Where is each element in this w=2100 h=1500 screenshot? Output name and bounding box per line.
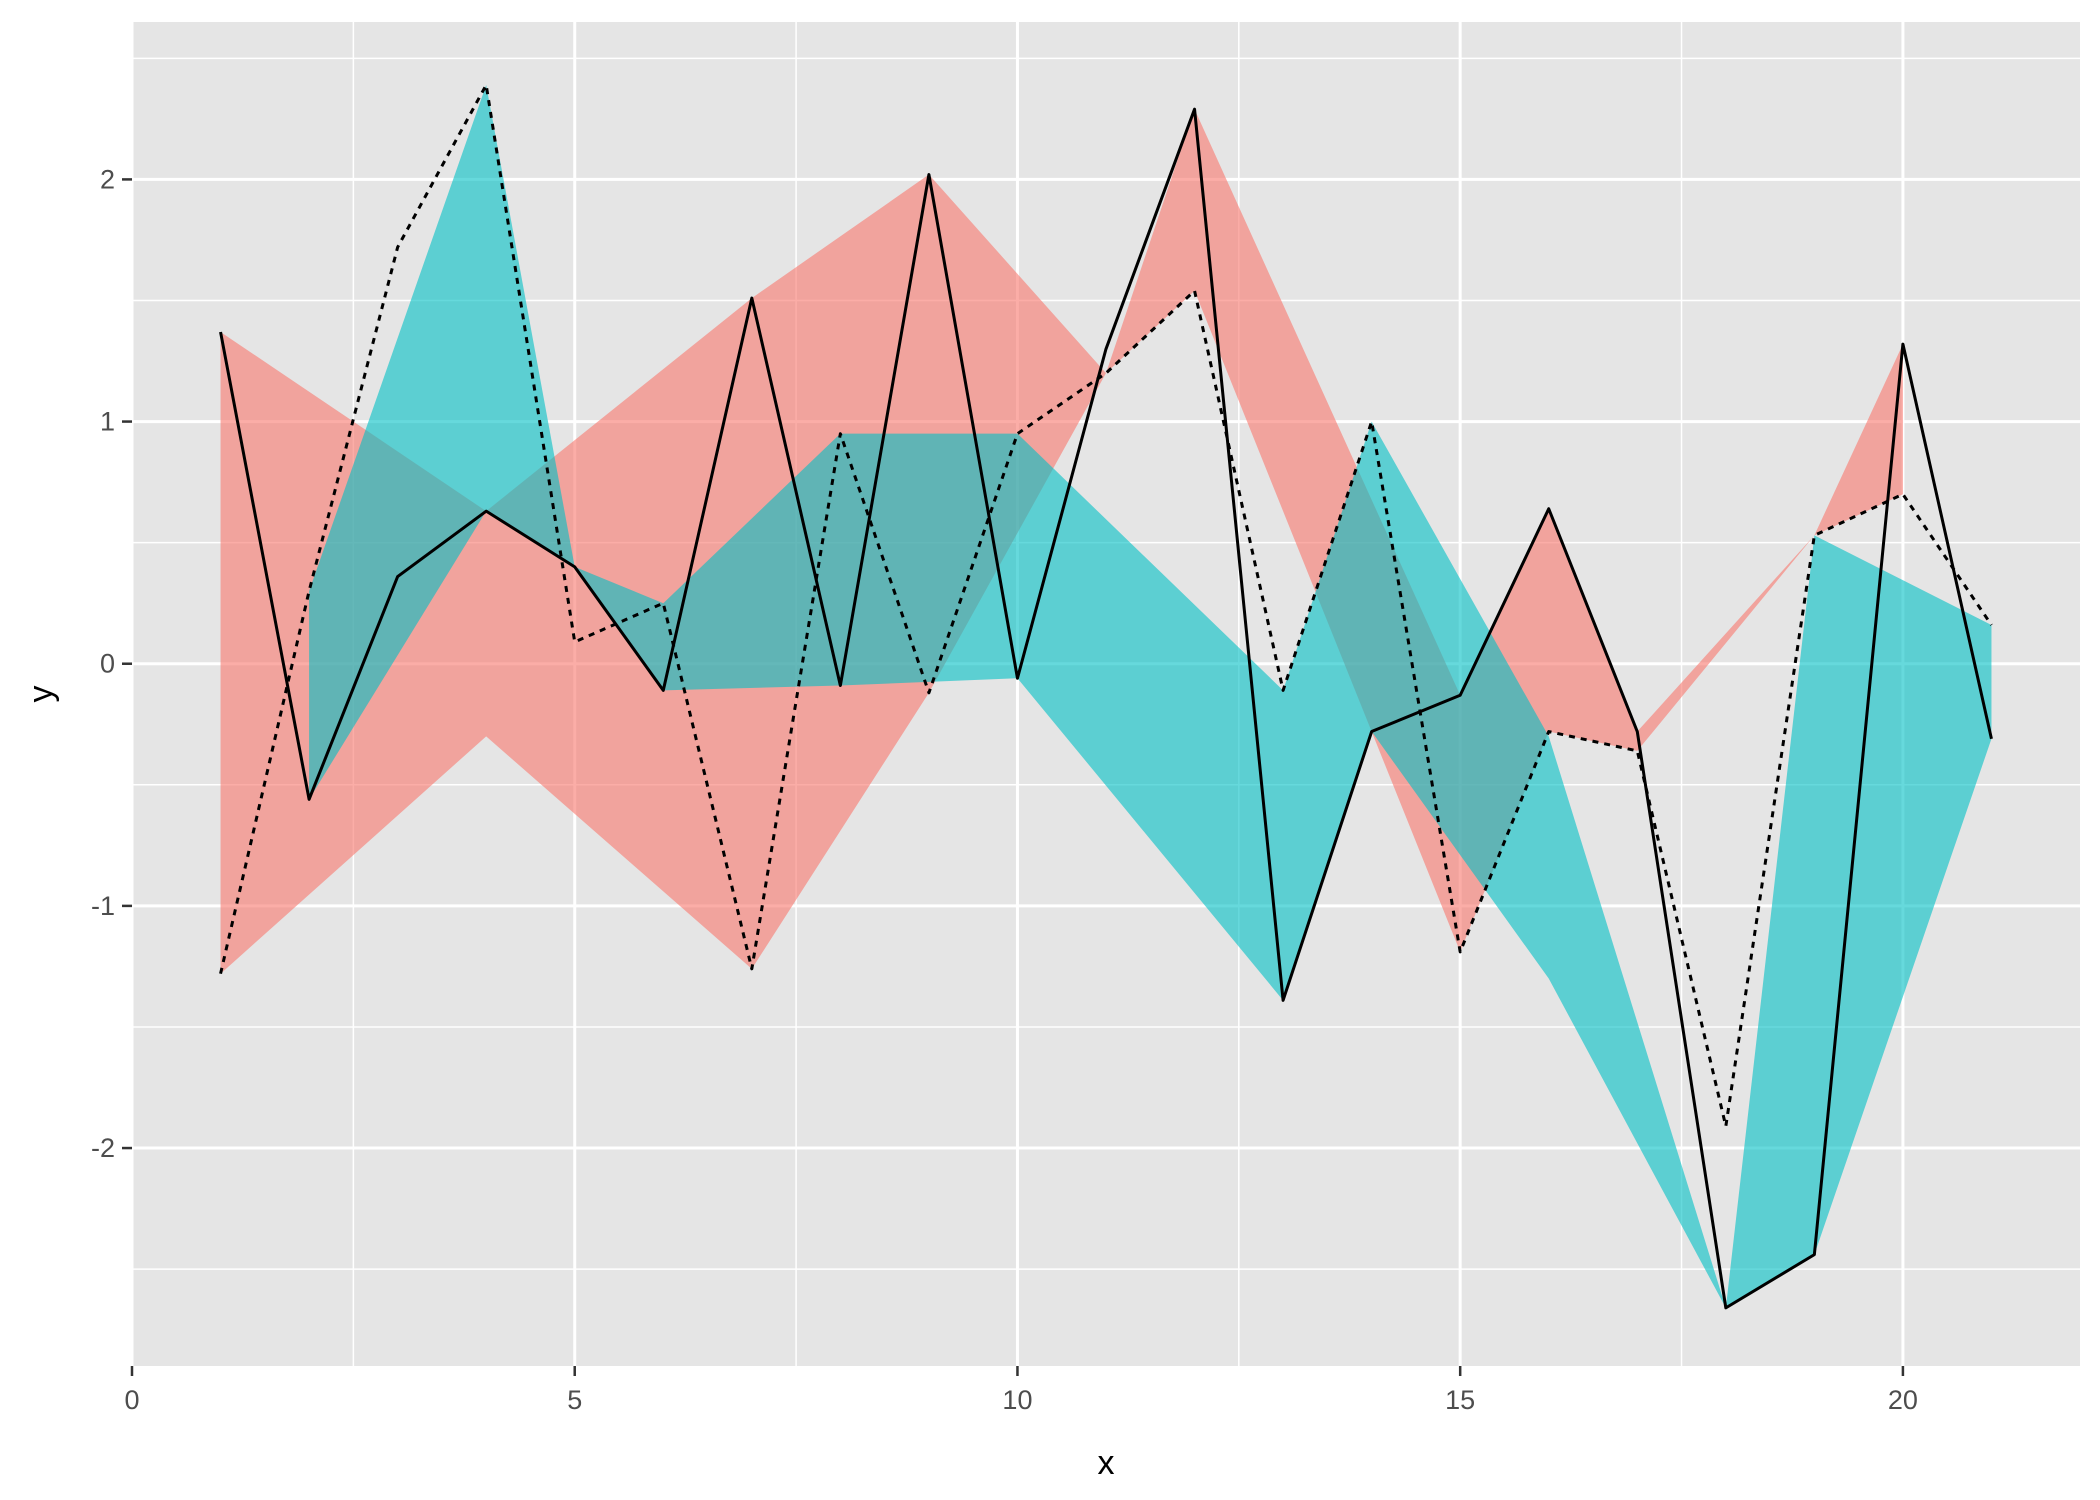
y-tick-label: 2 <box>100 164 115 194</box>
y-tick-label: 0 <box>100 649 115 679</box>
x-tick-label: 10 <box>1002 1385 1032 1415</box>
x-axis-title: x <box>1098 1444 1115 1482</box>
teal-ribbon <box>309 84 1992 1308</box>
x-tick-labels: 0 5 10 15 20 <box>124 1385 1917 1415</box>
y-tick-label: 1 <box>100 407 115 437</box>
y-tick-labels: -2 -1 0 1 2 <box>91 164 115 1163</box>
y-axis-title: y <box>22 686 60 703</box>
axis-ticks <box>122 178 1905 1376</box>
x-tick-label: 0 <box>124 1385 139 1415</box>
x-tick-label: 20 <box>1888 1385 1918 1415</box>
solid-series-line <box>219 107 1993 1310</box>
x-tick-label: 5 <box>567 1385 582 1415</box>
y-tick-label: -2 <box>91 1133 115 1163</box>
y-tick-label: -1 <box>91 891 115 921</box>
x-tick-label: 15 <box>1445 1385 1475 1415</box>
lines <box>219 83 1993 1310</box>
ribbons <box>220 84 1992 1308</box>
dashed-series-line <box>219 83 1993 1128</box>
